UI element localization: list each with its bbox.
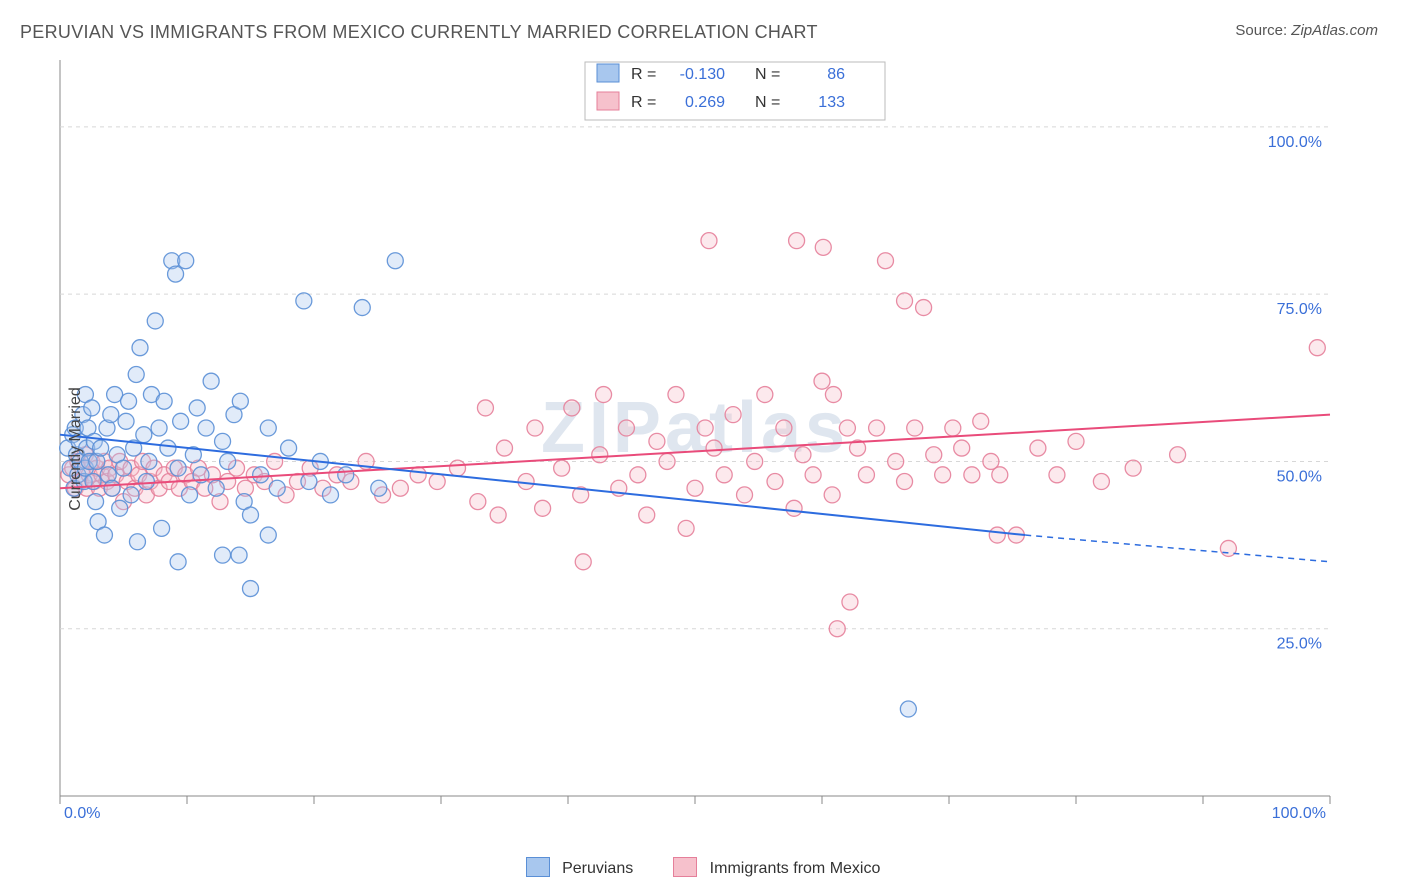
scatter-plot: 25.0%50.0%75.0%100.0%ZIPatlasR =-0.130N … bbox=[20, 56, 1346, 820]
svg-text:50.0%: 50.0% bbox=[1277, 468, 1322, 485]
source-value: ZipAtlas.com bbox=[1291, 22, 1378, 39]
legend-item-mexico: Immigrants from Mexico bbox=[673, 857, 880, 878]
svg-text:86: 86 bbox=[827, 66, 845, 83]
chart-title: PERUVIAN VS IMMIGRANTS FROM MEXICO CURRE… bbox=[20, 22, 818, 43]
source-label: Source: bbox=[1235, 22, 1291, 39]
svg-text:133: 133 bbox=[818, 94, 845, 111]
svg-text:0.0%: 0.0% bbox=[64, 805, 100, 820]
legend-swatch-blue bbox=[526, 857, 550, 877]
svg-text:75.0%: 75.0% bbox=[1277, 301, 1322, 318]
svg-text:-0.130: -0.130 bbox=[680, 66, 725, 83]
source-credit: Source: ZipAtlas.com bbox=[1235, 22, 1378, 39]
svg-text:N =: N = bbox=[755, 66, 780, 83]
legend-item-peruvians: Peruvians bbox=[526, 857, 634, 878]
legend-label-mexico: Immigrants from Mexico bbox=[710, 860, 881, 877]
svg-text:100.0%: 100.0% bbox=[1272, 805, 1326, 820]
svg-text:R =: R = bbox=[631, 66, 656, 83]
y-axis-label: Currently Married bbox=[67, 387, 85, 511]
legend-label-peruvians: Peruvians bbox=[562, 860, 633, 877]
chart-area: Currently Married 25.0%50.0%75.0%100.0%Z… bbox=[20, 56, 1386, 842]
svg-text:25.0%: 25.0% bbox=[1277, 636, 1322, 653]
header: PERUVIAN VS IMMIGRANTS FROM MEXICO CURRE… bbox=[0, 0, 1406, 51]
legend-swatch-pink bbox=[673, 857, 697, 877]
svg-text:R =: R = bbox=[631, 94, 656, 111]
bottom-legend: Peruvians Immigrants from Mexico bbox=[0, 857, 1406, 878]
svg-text:100.0%: 100.0% bbox=[1268, 134, 1322, 151]
svg-text:N =: N = bbox=[755, 94, 780, 111]
svg-text:0.269: 0.269 bbox=[685, 94, 725, 111]
